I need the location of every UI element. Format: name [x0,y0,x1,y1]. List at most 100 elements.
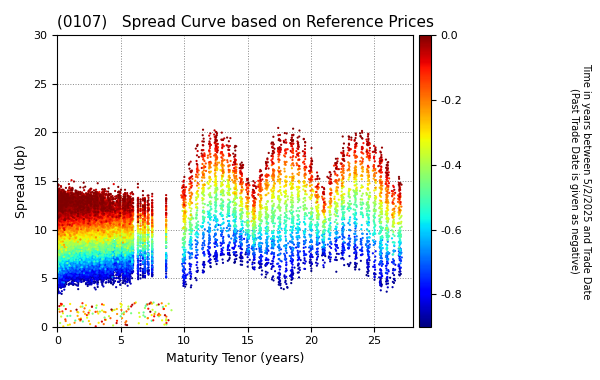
Point [113,231,123,237]
Point [93,251,103,257]
Point [268,160,278,166]
Point [56,249,66,255]
Point [89,258,98,264]
Point [59,266,68,272]
Point [72,214,82,220]
Point [86,209,95,215]
Point [68,213,77,219]
Point [70,223,80,229]
Point [58,241,67,247]
Point [106,239,115,245]
Point [57,254,67,260]
Point [77,236,86,242]
Point [113,247,123,253]
Point [104,251,114,257]
Point [122,242,132,249]
Point [281,188,291,195]
Point [116,219,126,225]
Point [60,222,70,228]
Point [66,262,76,268]
Point [89,248,98,254]
Point [72,263,82,269]
Point [65,249,74,255]
Point [76,247,85,253]
Point [121,250,130,256]
Point [80,270,90,276]
Point [122,196,132,202]
Point [59,229,69,235]
Point [65,250,75,256]
Point [106,265,115,271]
Point [71,258,80,264]
Point [93,242,103,248]
Point [86,234,96,240]
Point [73,228,82,234]
Point [58,224,68,230]
Point [54,214,64,220]
Point [54,209,64,215]
Point [63,239,73,245]
Point [138,223,148,230]
Point [287,256,297,262]
Point [76,259,85,265]
Point [199,192,209,198]
Point [237,201,247,207]
Point [97,260,107,266]
Point [76,200,86,206]
Point [212,237,222,243]
Point [98,222,107,228]
Point [99,238,109,244]
Point [67,209,76,215]
Point [181,226,190,233]
Point [120,241,130,247]
Point [275,282,285,288]
Point [68,202,77,208]
Point [72,218,82,225]
Point [55,218,65,224]
Point [62,203,72,209]
Point [53,249,63,255]
Point [54,256,64,263]
Point [95,229,104,235]
Point [70,244,79,250]
Point [59,233,68,239]
Point [299,203,308,209]
Point [123,223,133,229]
Point [161,253,171,259]
Point [106,250,116,256]
Point [287,137,296,143]
Point [105,205,115,211]
Point [70,252,79,258]
Point [106,223,116,229]
Point [53,233,62,239]
Point [62,242,71,248]
Point [97,206,106,212]
Point [115,253,124,259]
Point [72,235,82,241]
Point [79,220,88,226]
Point [112,251,121,257]
Point [56,218,65,224]
Point [121,228,130,234]
Point [84,232,94,238]
Point [56,213,65,219]
Point [83,204,93,210]
Point [350,165,360,171]
Point [56,256,65,262]
Point [280,230,290,236]
Point [70,219,79,225]
Point [213,144,223,150]
Point [91,211,100,217]
Point [119,211,129,217]
Point [397,219,406,225]
Point [61,263,71,269]
Point [57,263,67,269]
Point [255,248,265,254]
Point [69,232,79,238]
Point [61,201,70,207]
Point [104,232,113,238]
Point [70,226,80,232]
Point [95,213,104,219]
Point [289,132,298,138]
Point [55,220,64,226]
